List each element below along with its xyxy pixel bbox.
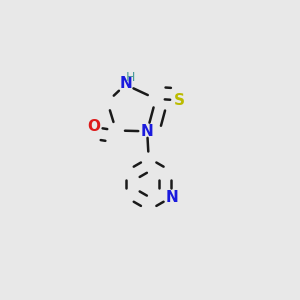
Text: S: S <box>174 93 184 108</box>
Text: N: N <box>141 124 154 139</box>
Text: N: N <box>166 190 178 206</box>
Text: H: H <box>125 71 135 84</box>
Text: O: O <box>87 119 100 134</box>
Text: N: N <box>119 76 132 91</box>
